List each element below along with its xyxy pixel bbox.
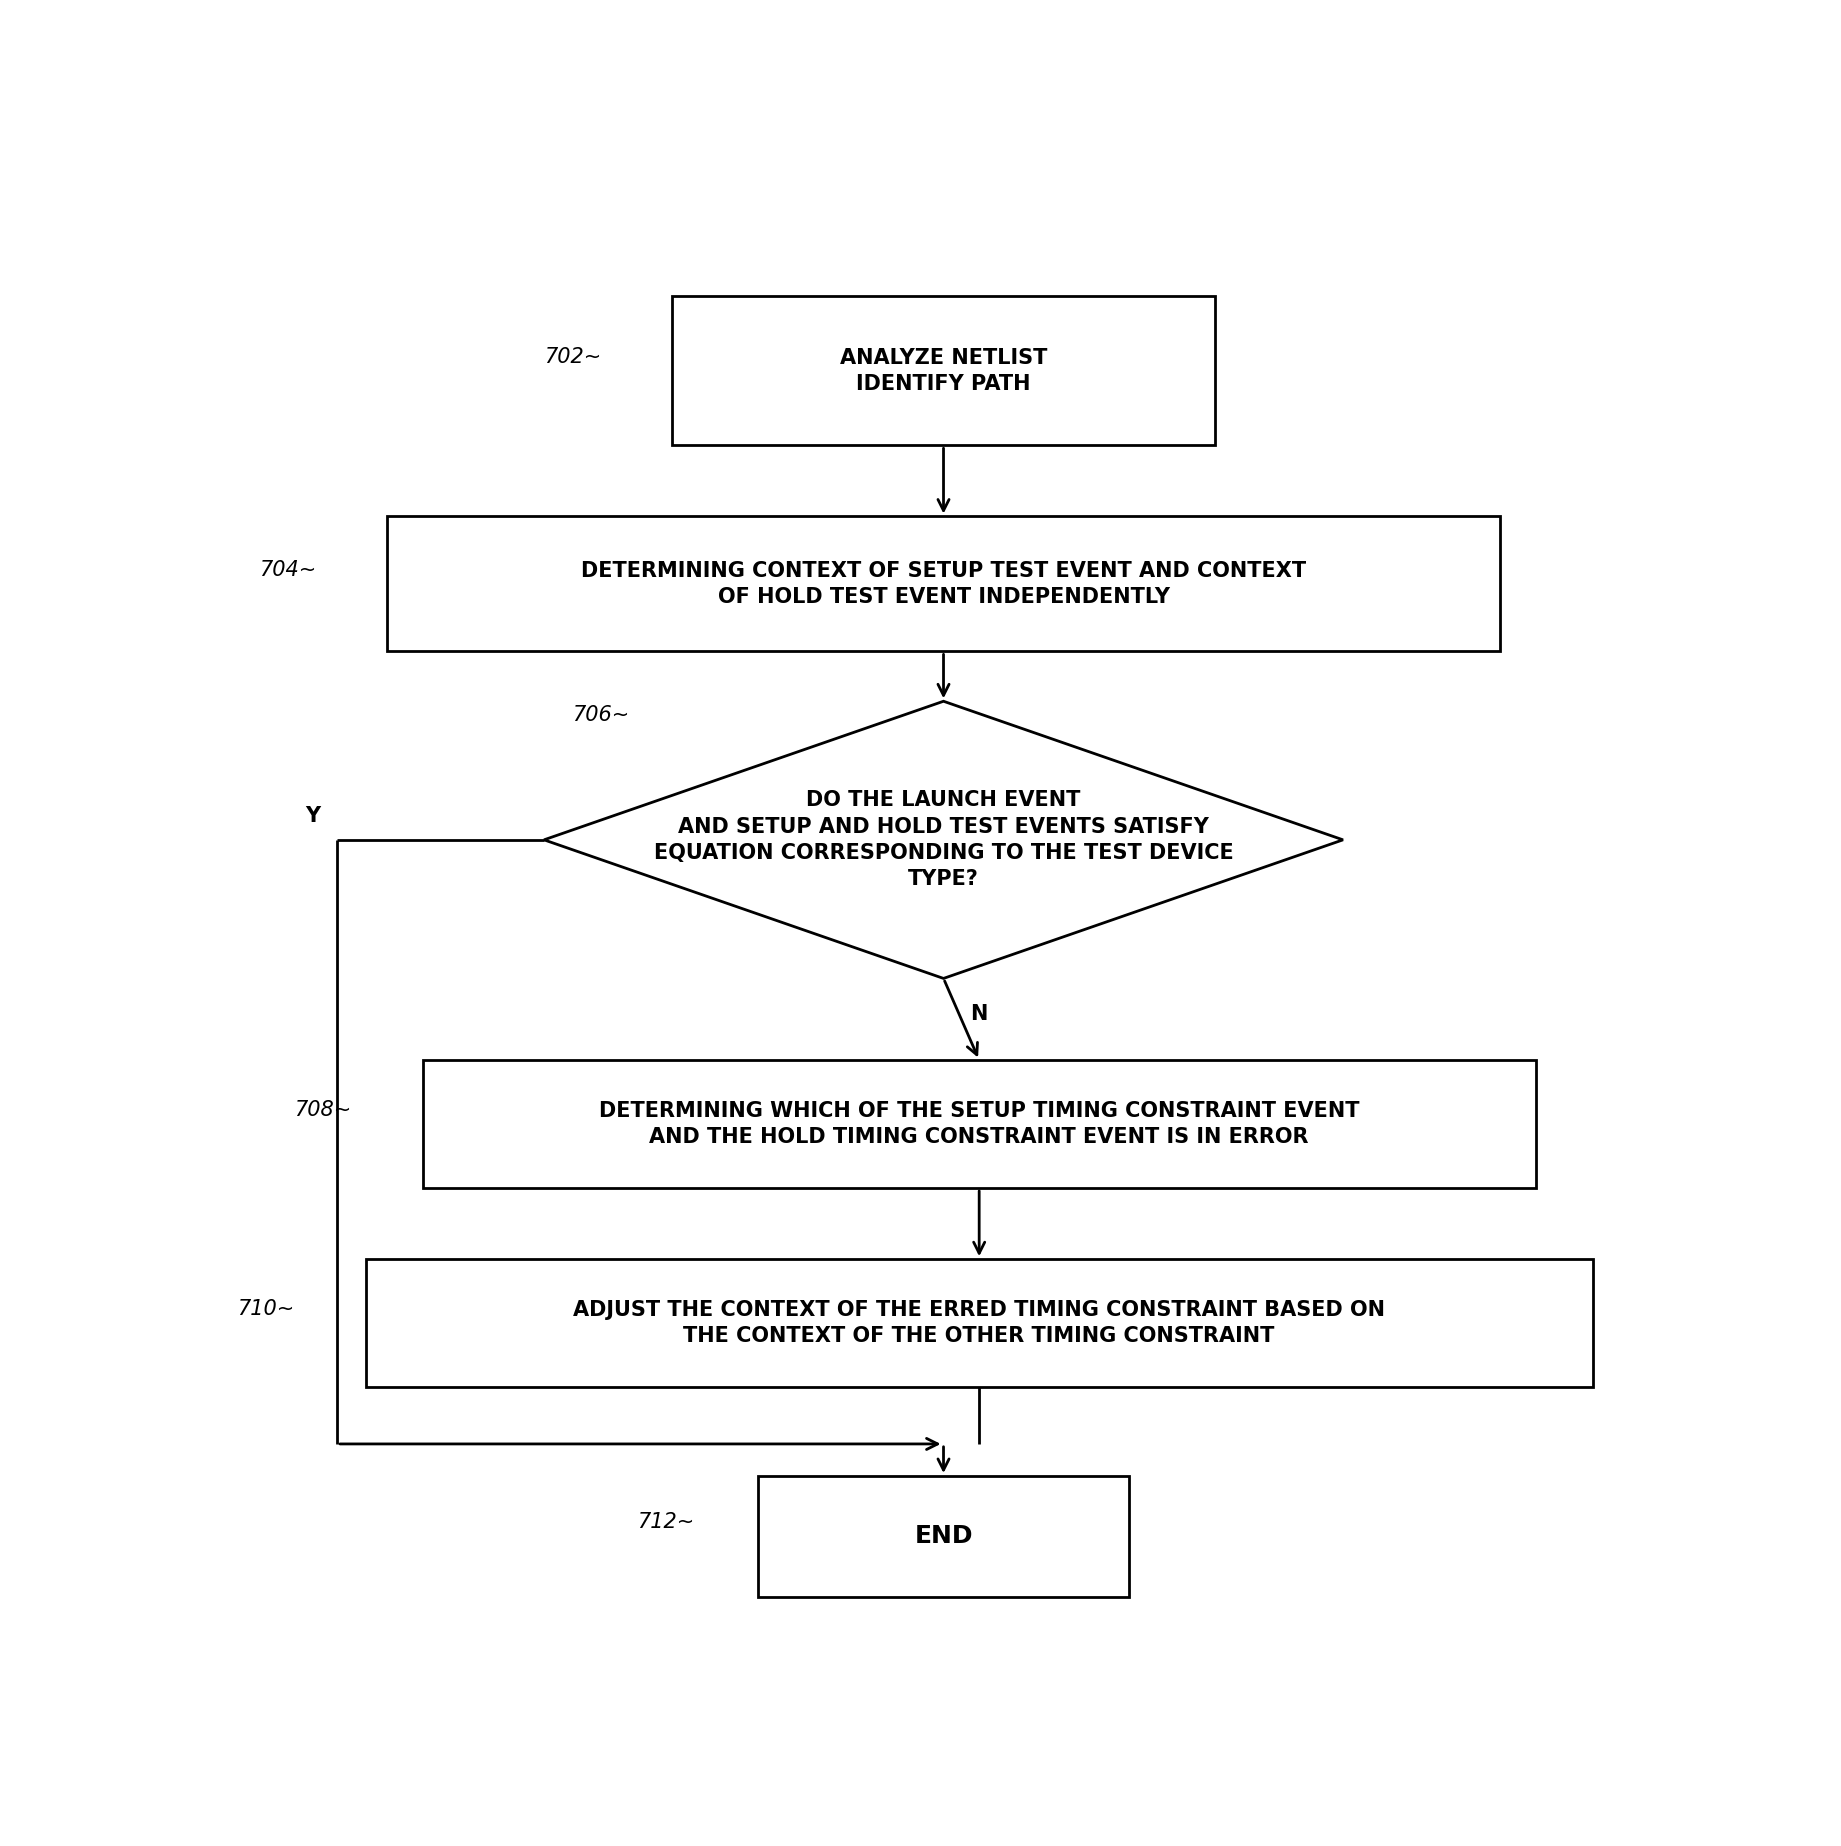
Bar xyxy=(423,1060,1535,1189)
Text: 702~: 702~ xyxy=(545,347,602,367)
Text: ANALYZE NETLIST
IDENTIFY PATH: ANALYZE NETLIST IDENTIFY PATH xyxy=(839,347,1048,393)
Bar xyxy=(366,1259,1592,1386)
Text: 704~: 704~ xyxy=(258,559,317,580)
Polygon shape xyxy=(545,701,1344,978)
Text: 712~: 712~ xyxy=(637,1512,694,1532)
Text: END: END xyxy=(915,1525,972,1549)
Text: 708~: 708~ xyxy=(295,1100,352,1121)
Text: ADJUST THE CONTEXT OF THE ERRED TIMING CONSTRAINT BASED ON
THE CONTEXT OF THE OT: ADJUST THE CONTEXT OF THE ERRED TIMING C… xyxy=(573,1300,1384,1346)
Bar xyxy=(672,295,1215,445)
Bar xyxy=(387,517,1500,652)
Text: N: N xyxy=(970,1004,989,1025)
Text: DETERMINING WHICH OF THE SETUP TIMING CONSTRAINT EVENT
AND THE HOLD TIMING CONST: DETERMINING WHICH OF THE SETUP TIMING CO… xyxy=(598,1100,1359,1148)
Text: DETERMINING CONTEXT OF SETUP TEST EVENT AND CONTEXT
OF HOLD TEST EVENT INDEPENDE: DETERMINING CONTEXT OF SETUP TEST EVENT … xyxy=(582,561,1305,607)
Text: Y: Y xyxy=(306,805,320,825)
Text: 710~: 710~ xyxy=(237,1300,295,1318)
Text: DO THE LAUNCH EVENT
AND SETUP AND HOLD TEST EVENTS SATISFY
EQUATION CORRESPONDIN: DO THE LAUNCH EVENT AND SETUP AND HOLD T… xyxy=(654,790,1233,890)
Bar xyxy=(758,1477,1129,1597)
Text: 706~: 706~ xyxy=(573,705,630,725)
